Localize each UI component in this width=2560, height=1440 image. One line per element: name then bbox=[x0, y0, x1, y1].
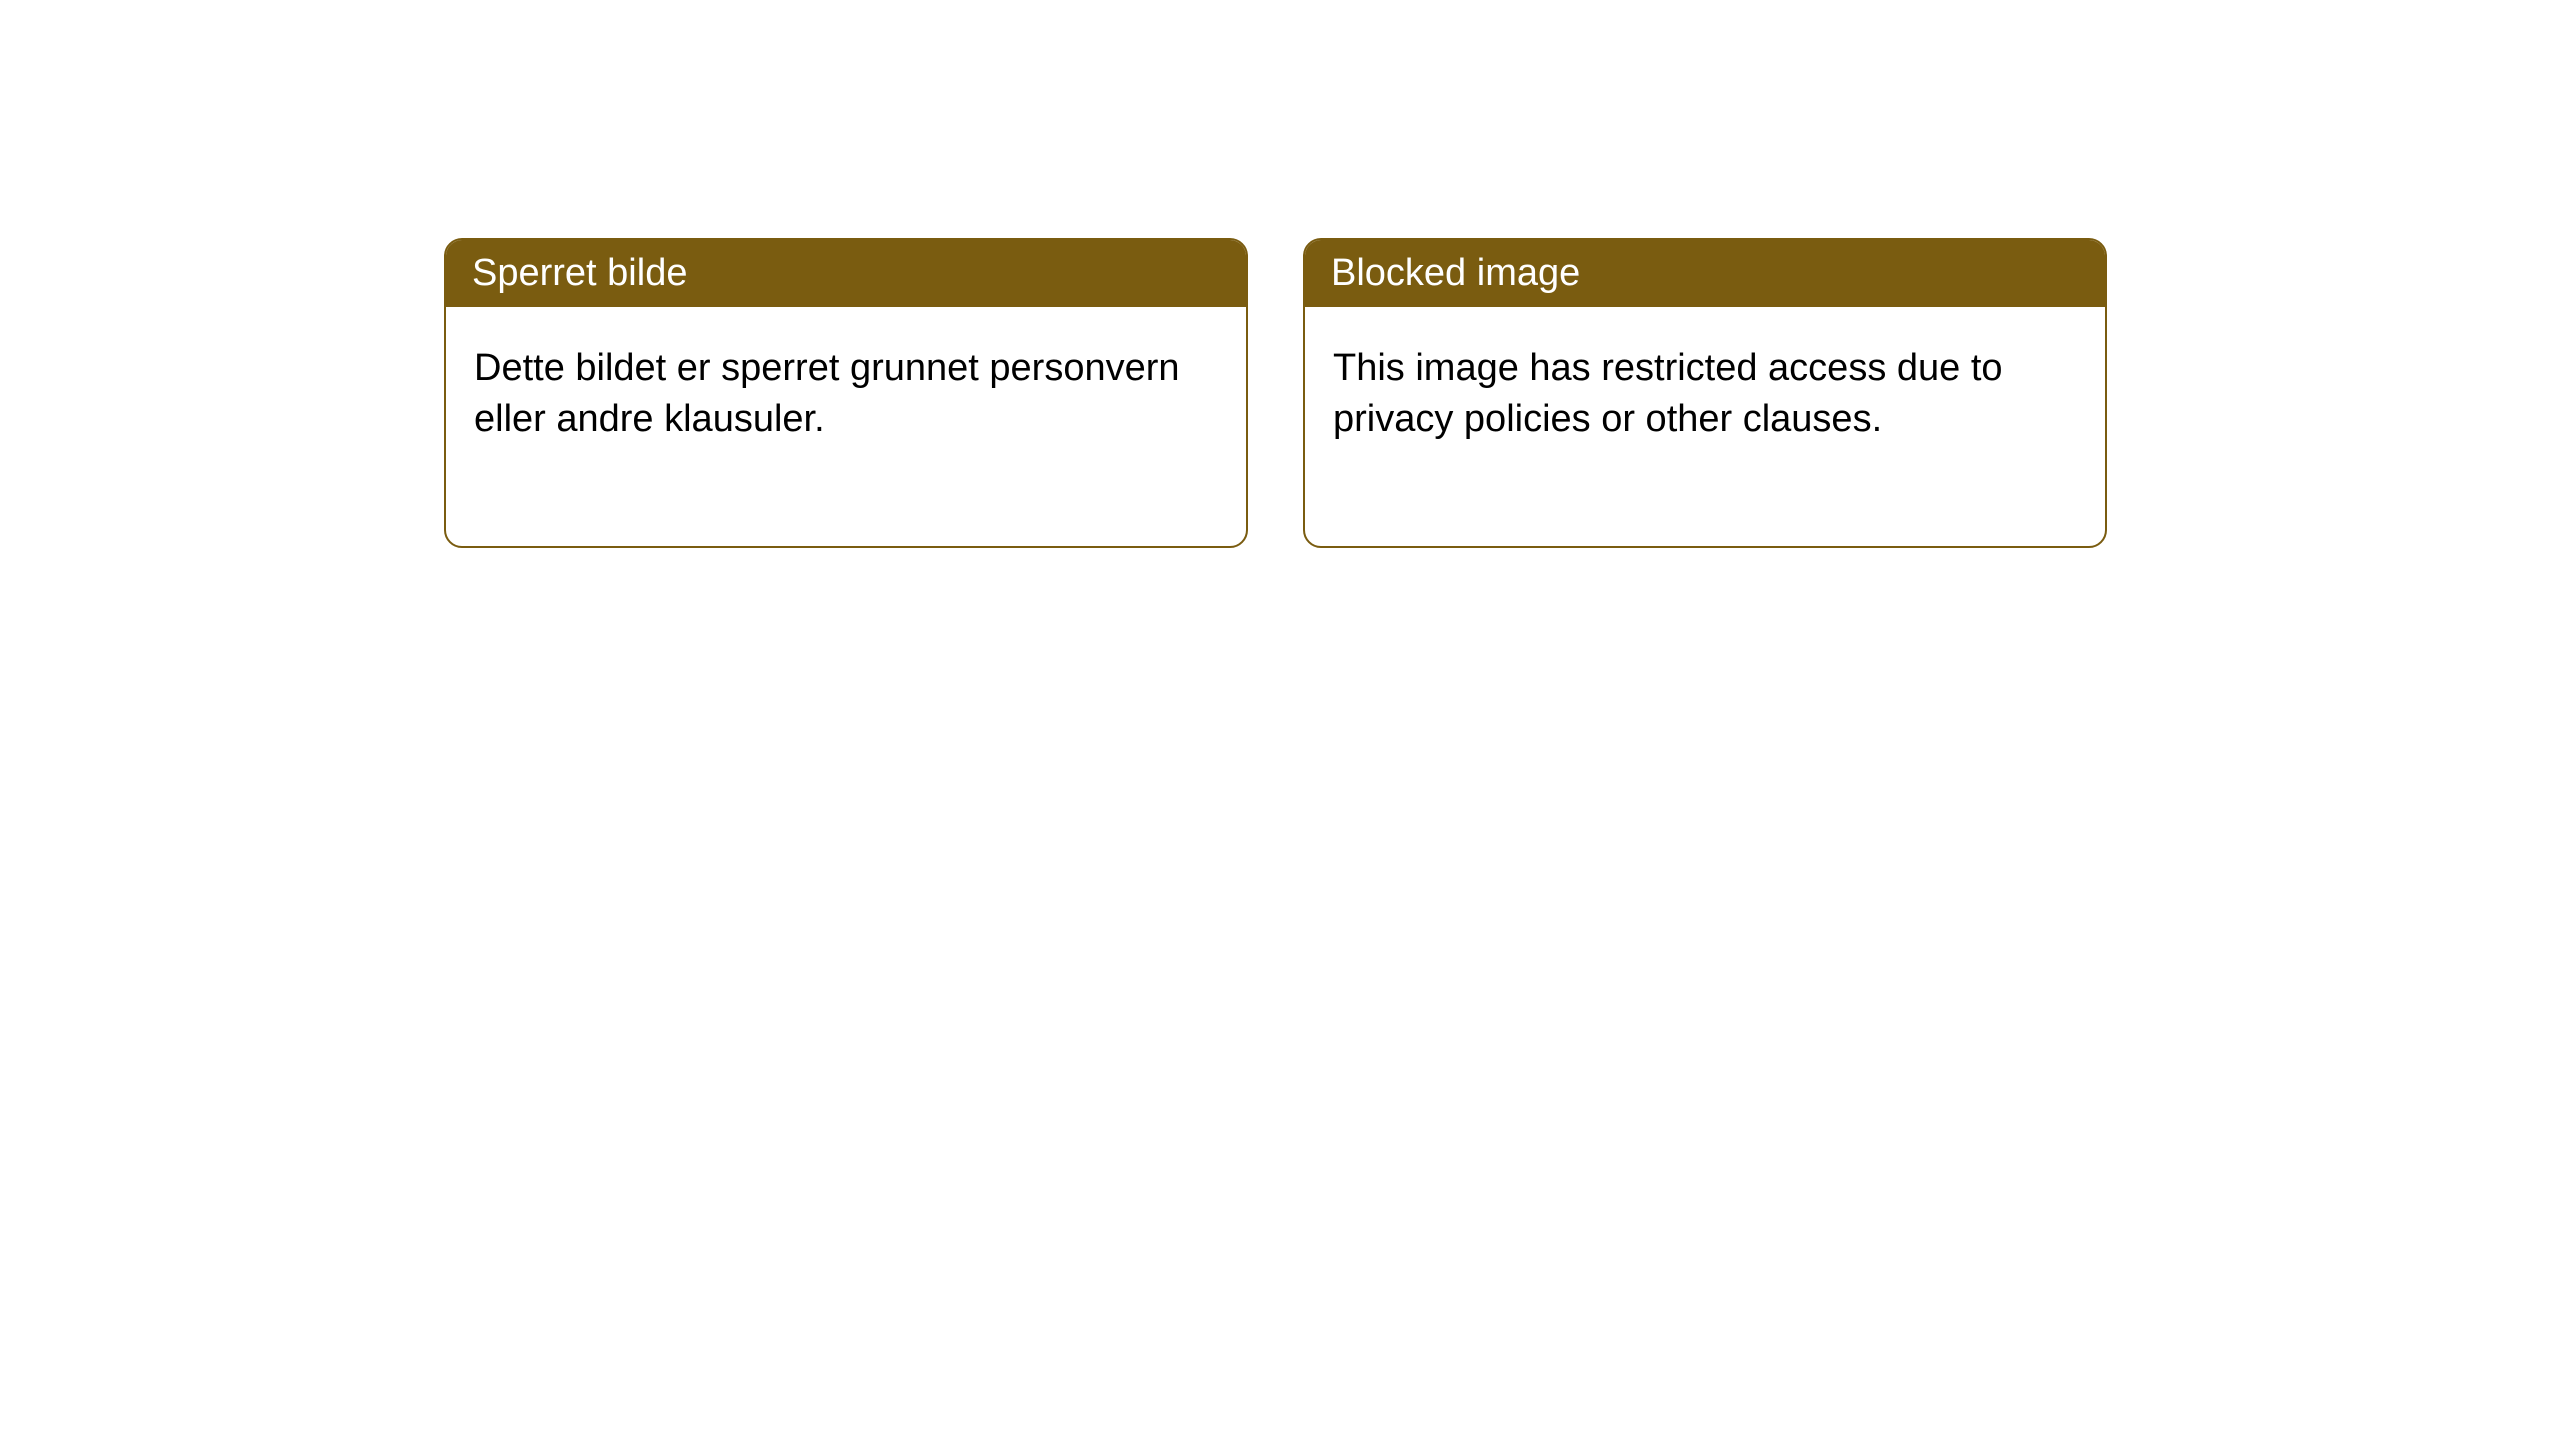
notice-card-no: Sperret bilde Dette bildet er sperret gr… bbox=[444, 238, 1248, 548]
notice-container: Sperret bilde Dette bildet er sperret gr… bbox=[0, 0, 2560, 548]
notice-card-en: Blocked image This image has restricted … bbox=[1303, 238, 2107, 548]
notice-body-en: This image has restricted access due to … bbox=[1305, 307, 2105, 546]
notice-header-en: Blocked image bbox=[1305, 240, 2105, 307]
notice-body-no: Dette bildet er sperret grunnet personve… bbox=[446, 307, 1246, 546]
notice-header-no: Sperret bilde bbox=[446, 240, 1246, 307]
